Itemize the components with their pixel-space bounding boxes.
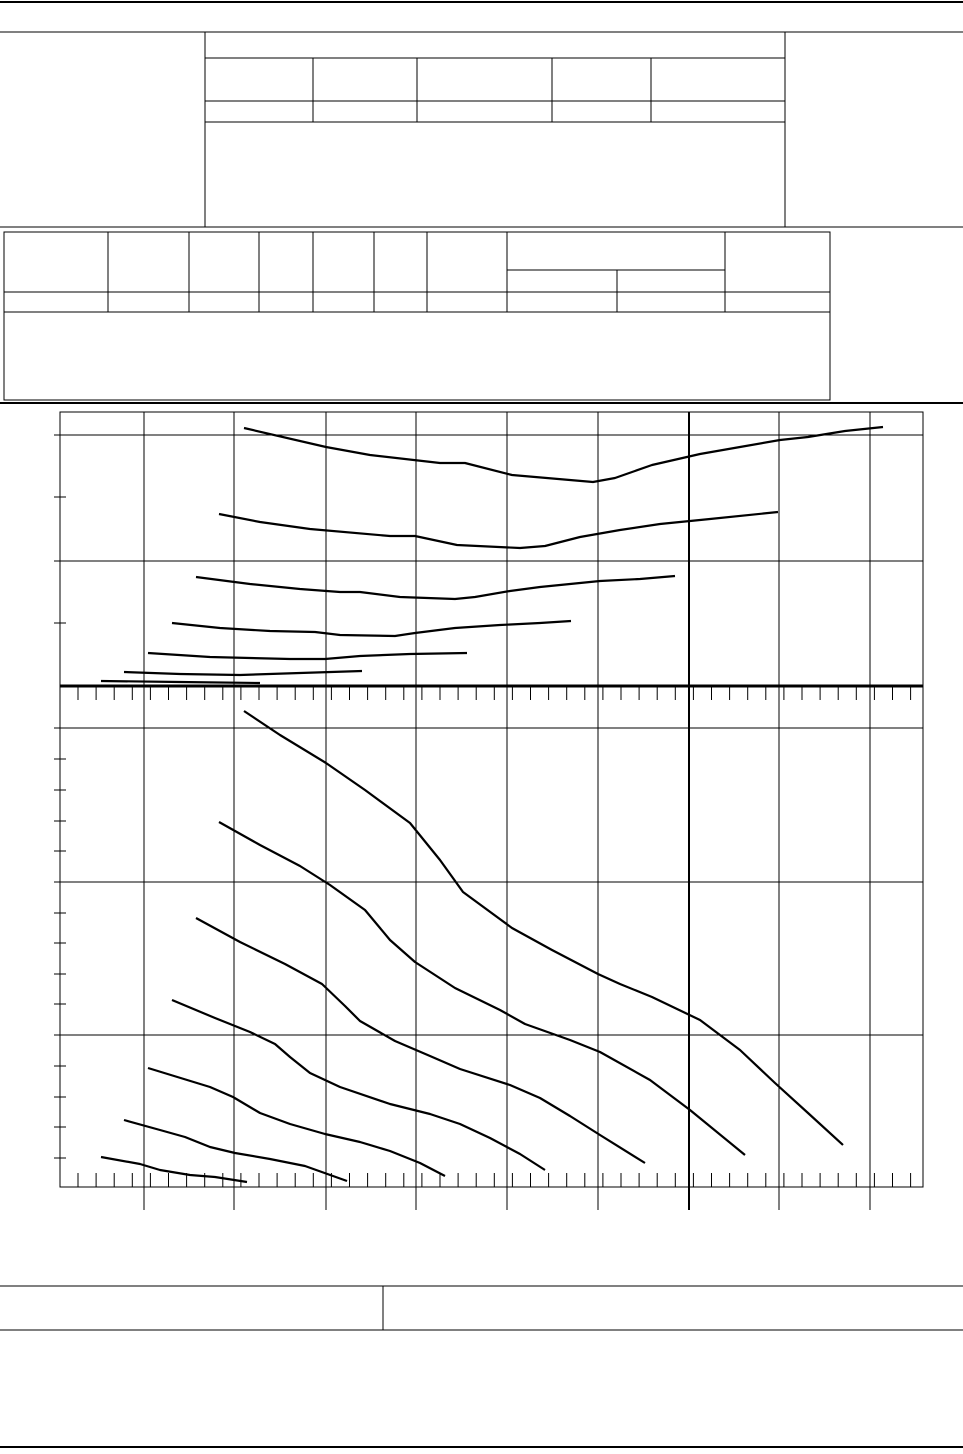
chart-curve: [123, 1118, 348, 1183]
chart-curve: [171, 998, 546, 1171]
chart-curve: [243, 425, 884, 484]
chart-curve: [147, 1066, 446, 1177]
chart-curve: [100, 679, 261, 685]
chart-curve: [243, 710, 844, 1146]
chart-curve: [195, 917, 646, 1164]
spec-table-border: [3, 231, 831, 401]
chart-frame: [59, 411, 924, 1188]
chart-curve: [171, 619, 572, 638]
chart-curve: [195, 574, 676, 601]
chart-curve: [218, 510, 779, 550]
chart-curve: [218, 821, 746, 1156]
chart-curve: [123, 669, 363, 677]
chart-curve: [100, 1155, 248, 1184]
chart-curve: [147, 651, 468, 661]
